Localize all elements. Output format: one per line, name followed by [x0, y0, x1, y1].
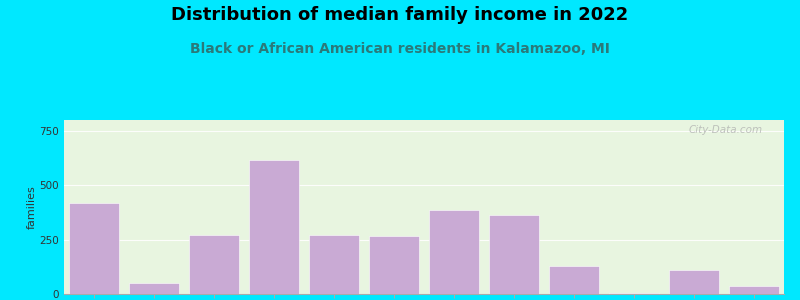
Text: City-Data.com: City-Data.com — [688, 125, 762, 135]
Bar — [730, 286, 778, 294]
Bar — [550, 266, 598, 294]
Bar — [310, 235, 358, 294]
Bar — [430, 210, 478, 294]
Bar — [250, 160, 298, 294]
Bar — [370, 236, 418, 294]
Y-axis label: families: families — [26, 185, 37, 229]
Bar — [610, 293, 658, 294]
Bar — [490, 214, 538, 294]
Bar — [670, 270, 718, 294]
Bar — [190, 235, 238, 294]
Text: Distribution of median family income in 2022: Distribution of median family income in … — [171, 6, 629, 24]
Bar — [70, 203, 118, 294]
Bar — [130, 283, 178, 294]
Text: Black or African American residents in Kalamazoo, MI: Black or African American residents in K… — [190, 42, 610, 56]
